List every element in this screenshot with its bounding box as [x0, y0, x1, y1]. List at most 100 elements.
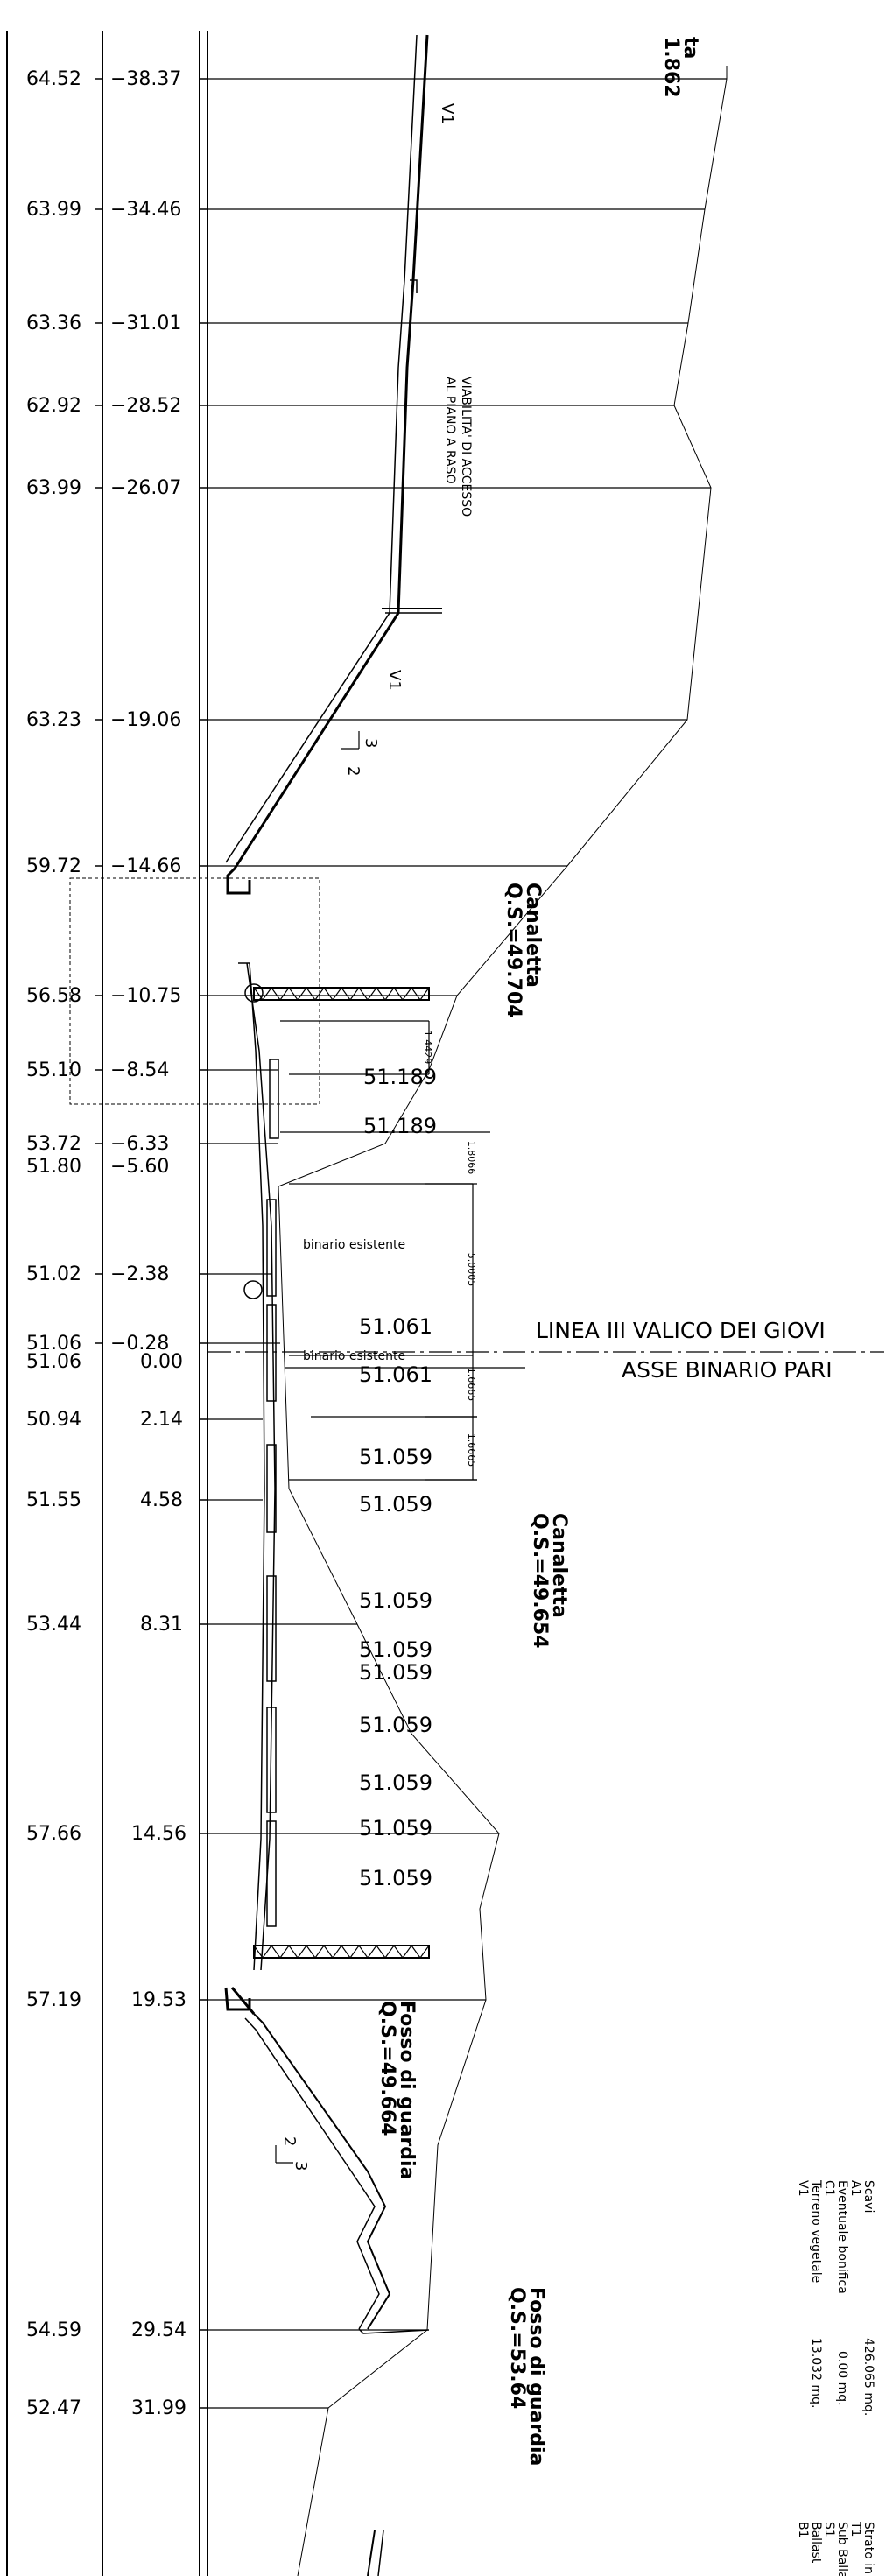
distance-value: 31.99 [131, 2397, 186, 2419]
level-value: 51.059 [359, 1770, 432, 1795]
level-value: 51.059 [359, 1816, 432, 1841]
legend-column: Strato in terra T1 Sub Ballast S1 Ballas… [796, 2521, 875, 2576]
dimension-value: 1.4429 [422, 1031, 433, 1065]
retaining-structures [226, 869, 254, 2014]
access-road-label: VIABILITA' DI ACCESSO AL PIANO A RASO [443, 377, 473, 517]
ditch-label: Fosso di guardia Q.S.=49.664 [376, 2001, 418, 2179]
dimension-value: 1.6665 [466, 1433, 477, 1467]
row: 63.36 −31.01 [26, 313, 181, 334]
channel-label: Canaletta Q.S.=49.654 [529, 1513, 570, 1649]
distance-value: −5.60 [110, 1156, 169, 1178]
row-leaders [95, 79, 207, 2408]
legend-entry: Sub Ballast [835, 2522, 849, 2576]
distance-value: −38.37 [110, 68, 181, 90]
elevation-value: 53.44 [26, 1614, 81, 1636]
top-label-line2: 1.862 [660, 37, 682, 98]
elevation-value: 63.36 [26, 313, 81, 334]
row: 63.99 −26.07 [26, 477, 181, 499]
quantities-legend: Scavi A1 Eventuale bonifica C1 Terreno v… [796, 2179, 875, 2576]
distance-value: 8.31 [140, 1614, 183, 1636]
legend-quantity: 0.00 mq. [835, 2351, 849, 2406]
elevation-value: 51.02 [26, 1263, 81, 1285]
level-value: 51.059 [359, 1866, 432, 1890]
elevation-value: 63.23 [26, 709, 81, 731]
distance-value: 4.58 [140, 1489, 183, 1511]
distance-value: −31.01 [110, 313, 181, 334]
elevation-value: 51.06 [26, 1351, 81, 1373]
legend-entry: Eventuale bonifica [835, 2180, 849, 2294]
drainage-channel-bottom [254, 1946, 429, 1958]
dimension-value: 1.6665 [466, 1368, 477, 1402]
slope-value: 3 [292, 2161, 310, 2171]
elevation-value: 64.52 [26, 68, 81, 90]
level-value: 51.059 [359, 1445, 432, 1469]
level-value: 51.059 [359, 1637, 432, 1662]
ditch-label-line2: Q.S.=53.64 [506, 2287, 528, 2409]
legend-entry: V1 [796, 2180, 810, 2196]
row: 63.23 −19.06 [26, 709, 181, 731]
top-label: ta 1.862 [660, 37, 701, 98]
elevation-value: 57.19 [26, 1989, 81, 2011]
level-value: 51.061 [359, 1314, 432, 1339]
legend-quantity: 13.032 mq. [809, 2338, 823, 2408]
elevation-value: 56.58 [26, 985, 81, 1007]
channel-label: Canaletta Q.S.=49.704 [503, 883, 544, 1018]
level-value: 51.059 [359, 1713, 432, 1737]
slope-value: 2 [344, 766, 362, 776]
elevation-value: 51.80 [26, 1156, 81, 1178]
marker-v1: V1 [438, 103, 456, 124]
legend-column: Scavi A1 Eventuale bonifica C1 Terreno v… [796, 2179, 875, 2294]
level-value: 51.059 [359, 1660, 432, 1685]
row: 51.80 −5.60 [26, 1156, 169, 1178]
row: 52.47 31.99 [26, 2397, 186, 2419]
channel-label-line2: Q.S.=49.654 [529, 1513, 551, 1649]
distance-value: 2.14 [140, 1409, 183, 1431]
elevation-value: 55.10 [26, 1059, 81, 1081]
level-values: 51.189 51.189 51.061 51.061 51.059 51.05… [359, 1065, 437, 1890]
row: 56.58 −10.75 [26, 985, 181, 1007]
row: 62.92 −28.52 [26, 395, 181, 417]
distance-value: −34.46 [110, 199, 181, 221]
slope-value: 3 [362, 738, 380, 748]
existing-track-label: binario esistente [303, 1238, 405, 1252]
track-axis-name: ASSE BINARIO PARI [622, 1357, 833, 1383]
distance-value: −8.54 [110, 1059, 169, 1081]
marker-v1: V1 [385, 670, 404, 691]
distance-value: −26.07 [110, 477, 181, 499]
row: 53.44 8.31 [26, 1614, 183, 1636]
elevation-value: 62.92 [26, 395, 81, 417]
elevation-value: 50.94 [26, 1409, 81, 1431]
legend-entry: Terreno vegetale [809, 2179, 823, 2283]
drainage-channel-top [254, 988, 429, 1000]
elevation-value: 63.99 [26, 477, 81, 499]
level-value: 51.059 [359, 1588, 432, 1613]
legend-entry: B1 [796, 2522, 810, 2538]
channel-label-line2: Q.S.=49.704 [503, 883, 524, 1018]
distance-value: 0.00 [140, 1351, 183, 1373]
distance-value: −6.33 [110, 1133, 169, 1155]
distance-value: −10.75 [110, 985, 181, 1007]
slope-indicator: 3 2 [341, 731, 380, 776]
legend-entry: T1 [848, 2521, 862, 2537]
distance-value: −28.52 [110, 395, 181, 417]
section-table: 64.52 −38.37 63.99 −34.46 63.36 −31.01 6… [26, 68, 186, 2419]
ditch-label: Fosso di guardia Q.S.=53.64 [506, 2287, 547, 2466]
existing-track-label: binario esistente [303, 1349, 405, 1363]
dimension-value: 1.8066 [466, 1141, 477, 1175]
ditch-label-line2: Q.S.=49.664 [376, 2001, 398, 2136]
elevation-value: 54.59 [26, 2319, 81, 2341]
level-value: 51.189 [363, 1114, 437, 1138]
elevation-value: 57.66 [26, 1823, 81, 1845]
level-value: 51.189 [363, 1065, 437, 1089]
distance-value: 14.56 [131, 1823, 186, 1845]
legend-entry: Ballast [809, 2522, 823, 2564]
slope-value: 2 [280, 2136, 299, 2146]
legend-entry: Strato in terra [861, 2522, 875, 2576]
elevation-value: 59.72 [26, 855, 81, 877]
row: 51.55 4.58 [26, 1489, 183, 1511]
embankment [226, 35, 442, 2576]
legend-entry: S1 [822, 2522, 836, 2537]
row: 57.66 14.56 [26, 1823, 186, 1845]
distance-value: 29.54 [131, 2319, 186, 2341]
elevation-value: 53.72 [26, 1133, 81, 1155]
